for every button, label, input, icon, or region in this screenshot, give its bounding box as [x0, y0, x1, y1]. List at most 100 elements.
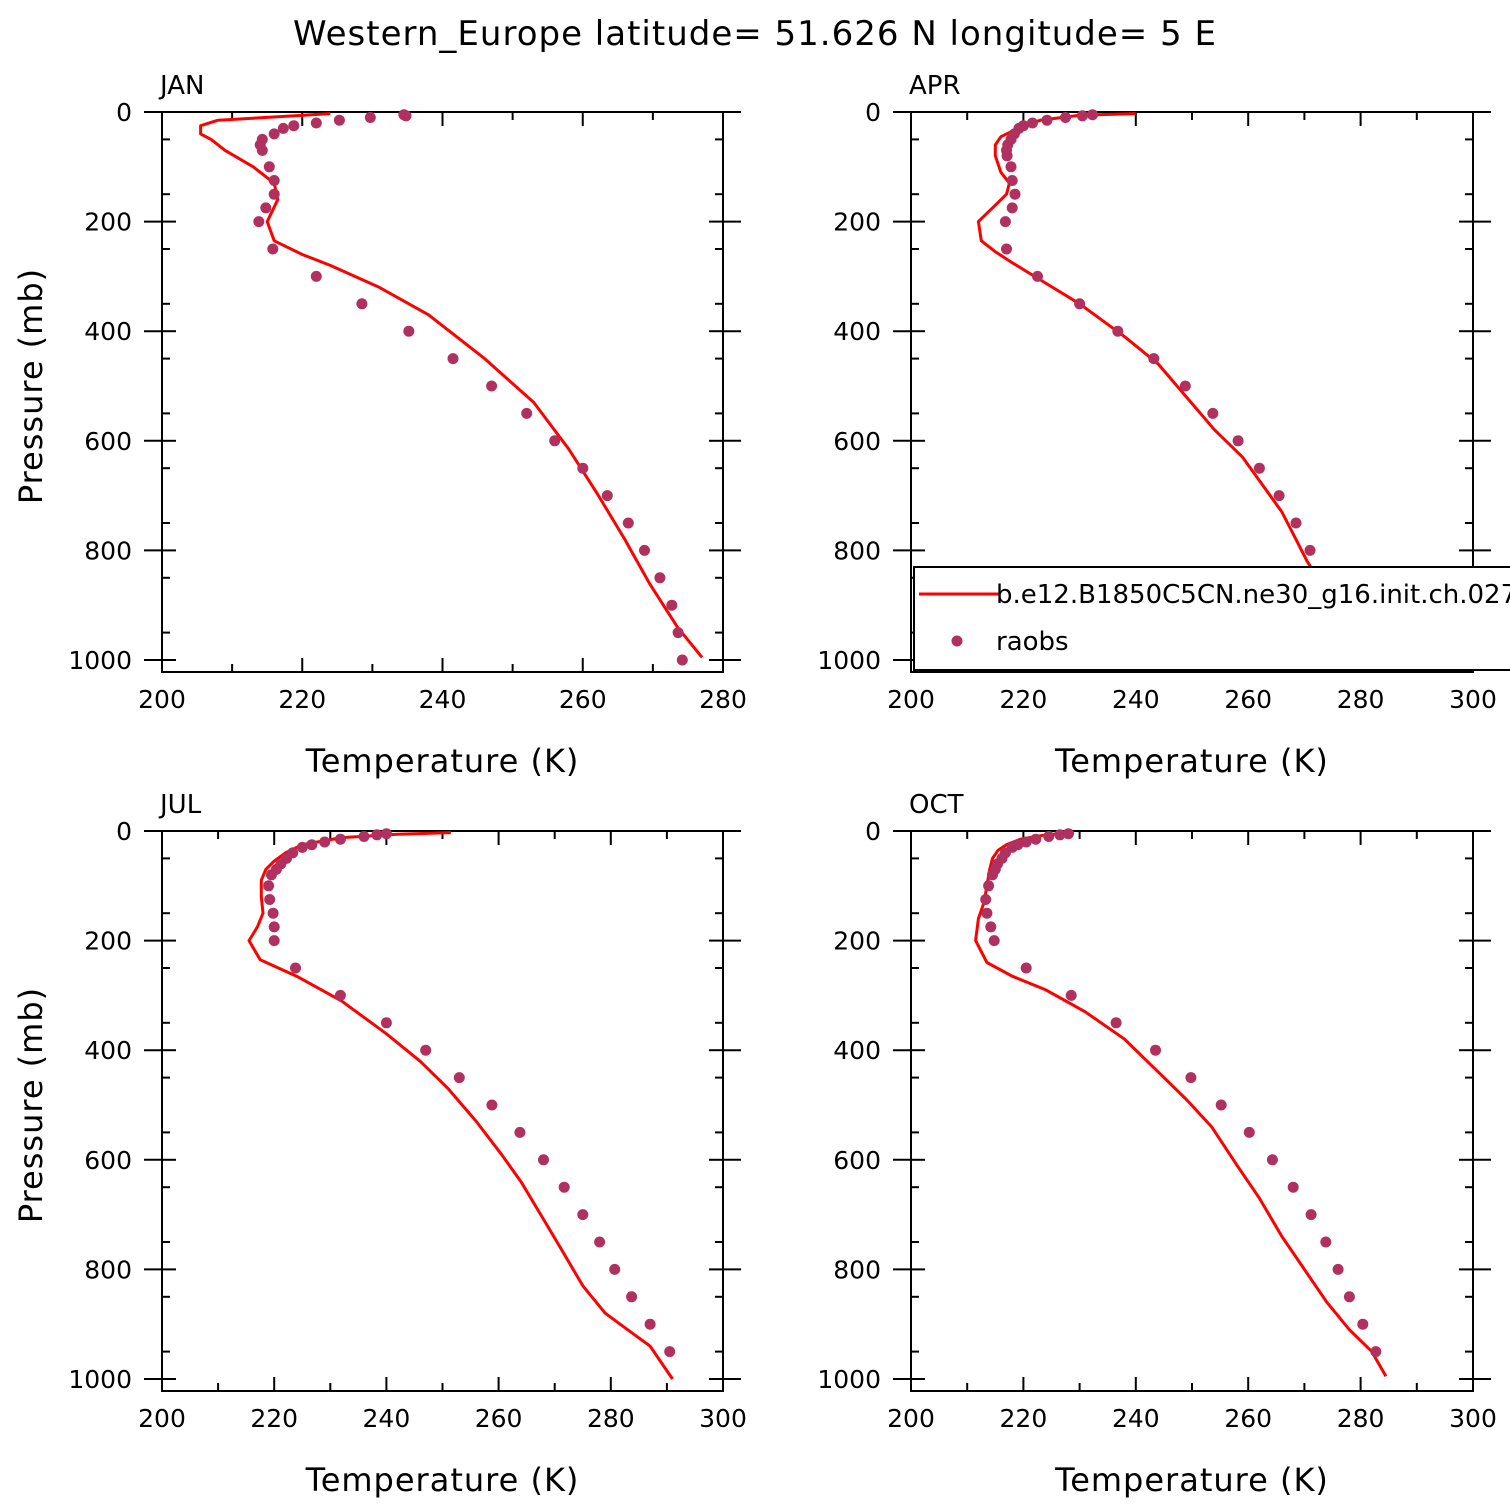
model-profile-line	[974, 831, 1388, 1378]
panel-label: JUL	[158, 790, 202, 820]
raobs-point	[267, 243, 279, 255]
raobs-point	[486, 380, 498, 392]
data-layer	[974, 828, 1388, 1378]
raobs-point	[1087, 109, 1098, 121]
raobs-point	[380, 1017, 392, 1029]
raobs-point	[453, 1072, 465, 1084]
y-tick-label: 200	[84, 208, 132, 237]
y-tick-label: 800	[84, 536, 132, 565]
x-tick-label: 200	[138, 1404, 186, 1433]
raobs-point	[268, 921, 280, 933]
y-tick-label: 600	[833, 427, 881, 456]
raobs-point	[1148, 353, 1160, 365]
x-tick-label: 260	[475, 1404, 523, 1433]
raobs-point	[1207, 407, 1219, 419]
plot-frame	[161, 830, 724, 1392]
raobs-point	[1030, 833, 1042, 845]
raobs-point	[1332, 1263, 1344, 1275]
x-tick-label: 280	[587, 1404, 635, 1433]
raobs-point	[486, 1099, 498, 1111]
raobs-point	[1112, 325, 1124, 337]
y-tick-label: 800	[84, 1255, 132, 1284]
raobs-point	[639, 544, 650, 556]
x-tick-label: 200	[887, 1404, 935, 1433]
raobs-point	[538, 1154, 549, 1166]
raobs-point	[988, 935, 1000, 947]
y-axis-label: Pressure (mb)	[12, 268, 50, 504]
chart-panel-oct: OCT 200 220 240 260 280 300 0 200 400 600 800 1000 Te…	[817, 790, 1496, 1499]
x-tick-label: 200	[138, 685, 186, 714]
raobs-point	[654, 572, 666, 584]
raobs-point	[1006, 202, 1018, 214]
x-tick-label: 240	[419, 685, 467, 714]
raobs-point	[420, 1044, 432, 1056]
raobs-point	[1179, 380, 1191, 392]
y-tick-label: 1000	[68, 1365, 132, 1394]
raobs-point	[1062, 828, 1074, 840]
legend-raobs-label: raobs	[996, 627, 1069, 657]
model-profile-line	[247, 831, 674, 1380]
y-tick-label: 400	[84, 1036, 132, 1065]
model-profile-line	[199, 112, 704, 659]
raobs-point	[268, 175, 280, 186]
raobs-point	[253, 216, 265, 228]
panel-label: APR	[909, 71, 961, 101]
data-layer	[976, 109, 1374, 658]
raobs-point	[1266, 1154, 1278, 1166]
chart-panel-apr: APR 200 220 240 260 280 300 0 200 400 600 800 1000 Te…	[817, 71, 1510, 780]
raobs-point	[268, 188, 280, 200]
raobs-point	[1076, 110, 1088, 122]
raobs-point	[1215, 1099, 1227, 1111]
raobs-point	[558, 1181, 570, 1193]
raobs-point	[356, 298, 368, 310]
raobs-point	[1370, 1346, 1382, 1358]
raobs-point	[985, 921, 997, 933]
raobs-point	[1290, 517, 1302, 529]
figure-title: Western_Europe latitude= 51.626 N longit…	[293, 14, 1217, 54]
raobs-point	[1273, 490, 1285, 502]
y-tick-label: 0	[116, 98, 132, 127]
raobs-point	[334, 833, 346, 845]
raobs-point	[1005, 161, 1017, 173]
raobs-point	[983, 880, 995, 892]
raobs-point	[1006, 175, 1018, 186]
raobs-point	[666, 599, 678, 611]
raobs-point	[1343, 1291, 1355, 1303]
raobs-point	[310, 270, 322, 282]
raobs-point	[268, 935, 280, 947]
plot-frame	[161, 111, 724, 673]
data-layer	[199, 109, 704, 666]
raobs-point	[265, 869, 277, 881]
x-axis-label: Temperature (K)	[1054, 1461, 1329, 1499]
legend-box	[913, 566, 1510, 671]
x-tick-label: 220	[250, 1404, 298, 1433]
y-tick-label: 1000	[817, 646, 881, 675]
y-tick-label: 0	[865, 817, 881, 846]
raobs-point	[263, 161, 275, 173]
raobs-point	[987, 869, 998, 881]
x-tick-label: 220	[1000, 1404, 1048, 1433]
raobs-point	[1287, 1181, 1299, 1193]
raobs-point	[981, 907, 993, 919]
raobs-point	[310, 117, 322, 129]
raobs-point	[1043, 831, 1055, 842]
raobs-point	[256, 144, 268, 156]
raobs-point	[1020, 962, 1032, 974]
legend-marker-swatch	[951, 635, 963, 647]
raobs-point	[400, 110, 412, 122]
raobs-point	[268, 128, 280, 140]
x-axis-label: Temperature (K)	[305, 1461, 580, 1499]
x-tick-label: 280	[699, 685, 747, 714]
y-tick-label: 200	[84, 927, 132, 956]
raobs-point	[1001, 150, 1013, 162]
x-tick-label: 280	[1337, 685, 1385, 714]
legend-model-label: b.e12.B1850C5CN.ne30_g16.init.ch.027	[996, 580, 1510, 610]
y-tick-label: 400	[833, 1036, 881, 1065]
raobs-point	[290, 962, 301, 974]
raobs-point	[1065, 989, 1077, 1001]
raobs-point	[364, 112, 376, 123]
raobs-point	[319, 836, 331, 848]
raobs-point	[1320, 1236, 1332, 1248]
raobs-point	[1032, 270, 1043, 282]
x-tick-label: 300	[1449, 1404, 1497, 1433]
